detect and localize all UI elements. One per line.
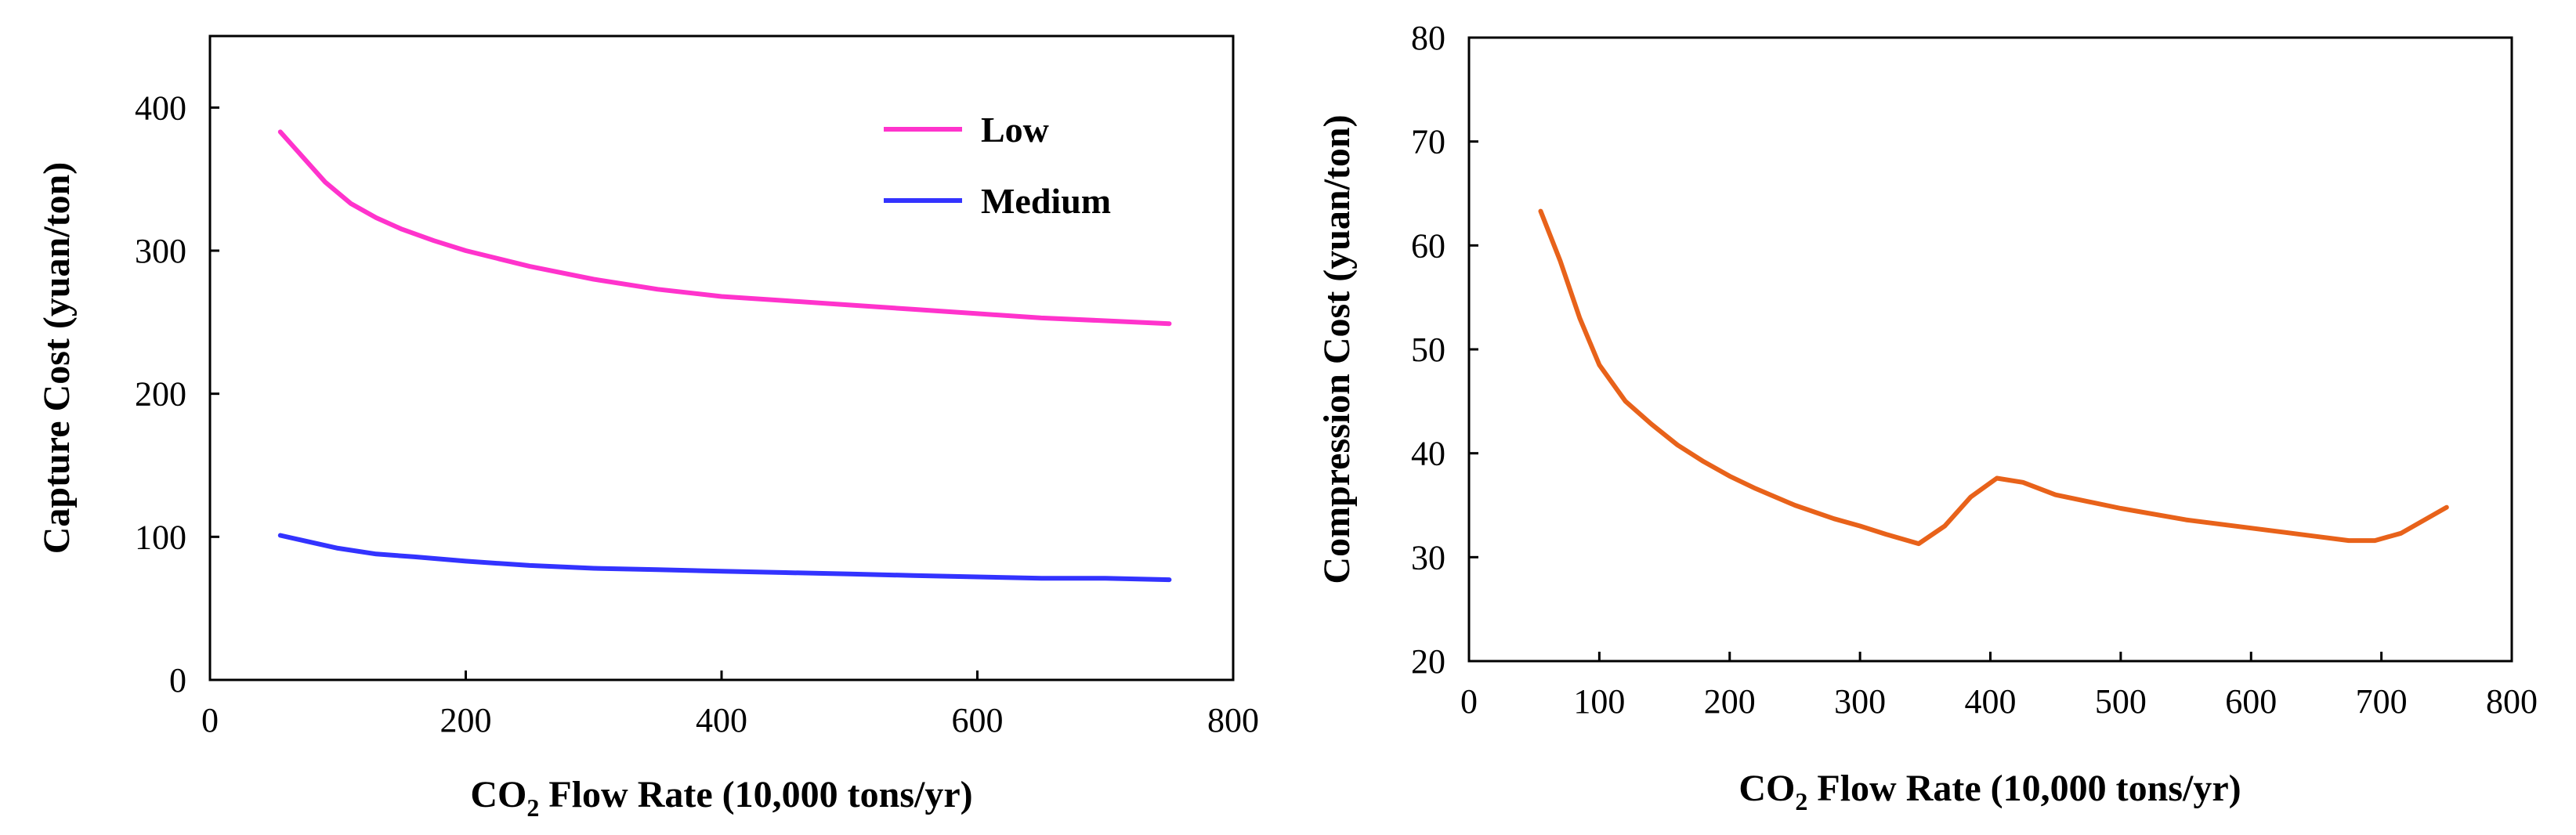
series-line-low <box>277 129 1172 327</box>
x-ticks: 0 100 200 300 400 500 600 700 800 <box>1460 652 2538 721</box>
x-ticks: 0 200 400 600 800 <box>201 671 1259 739</box>
plot-area-frame <box>208 34 1235 681</box>
x-tick-label: 0 <box>1460 682 1478 721</box>
x-tick-label: 500 <box>2095 682 2147 721</box>
y-tick-label: 400 <box>135 89 186 127</box>
x-axis-title-subscript: 2 <box>1795 787 1807 815</box>
compression-cost-chart: 20 30 40 50 60 70 80 0 100 200 300 400 500 600 700 800… <box>1316 19 2538 815</box>
x-tick-label: 400 <box>1965 682 2017 721</box>
x-axis-title: CO2 Flow Rate (10,000 tons/yr) <box>1738 768 2241 815</box>
y-axis-title: Compression Cost (yuan/ton) <box>1316 114 1358 584</box>
x-tick-label: 0 <box>201 701 219 739</box>
y-tick-label: 0 <box>169 661 186 699</box>
x-tick-label: 200 <box>440 701 492 739</box>
x-axis-title-suffix: Flow Rate (10,000 tons/yr) <box>1807 768 2241 809</box>
y-tick-label: 30 <box>1411 538 1445 577</box>
x-tick-label: 800 <box>2486 682 2538 721</box>
x-tick-label: 600 <box>952 701 1004 739</box>
x-tick-label: 300 <box>1834 682 1886 721</box>
y-tick-label: 80 <box>1411 19 1445 57</box>
y-tick-label: 70 <box>1411 123 1445 161</box>
legend: Low Medium <box>884 110 1111 221</box>
x-axis-title-suffix: Flow Rate (10,000 tons/yr) <box>539 774 972 815</box>
x-axis-title: CO2 Flow Rate (10,000 tons/yr) <box>470 774 972 822</box>
series-line-compression-cost <box>1538 208 2449 547</box>
series-line-medium <box>277 533 1172 583</box>
x-axis-title-prefix: CO <box>470 774 526 815</box>
y-tick-label: 40 <box>1411 435 1445 473</box>
capture-cost-chart: 0 100 200 300 400 0 200 400 600 800 Low Medium C… <box>36 34 1259 822</box>
x-tick-label: 700 <box>2356 682 2408 721</box>
legend-label-medium: Medium <box>981 181 1111 221</box>
y-tick-label: 20 <box>1411 642 1445 681</box>
x-tick-label: 800 <box>1207 701 1259 739</box>
y-ticks: 20 30 40 50 60 70 80 <box>1411 19 1478 681</box>
legend-label-low: Low <box>981 110 1049 150</box>
y-axis-title: Capture Cost (yuan/ton) <box>36 162 78 554</box>
x-tick-label: 100 <box>1573 682 1625 721</box>
x-tick-label: 600 <box>2225 682 2277 721</box>
series-lines <box>277 129 1172 583</box>
y-tick-label: 60 <box>1411 226 1445 265</box>
x-axis-title-prefix: CO <box>1738 768 1795 809</box>
x-axis-title-subscript: 2 <box>526 793 539 822</box>
plot-area-frame <box>1467 36 2513 663</box>
series-lines <box>1538 208 2449 547</box>
y-tick-label: 200 <box>135 375 186 414</box>
y-ticks: 0 100 200 300 400 <box>135 89 219 699</box>
y-tick-label: 50 <box>1411 331 1445 369</box>
x-tick-label: 200 <box>1704 682 1756 721</box>
x-tick-label: 400 <box>696 701 747 739</box>
y-tick-label: 300 <box>135 232 186 270</box>
y-tick-label: 100 <box>135 518 186 556</box>
